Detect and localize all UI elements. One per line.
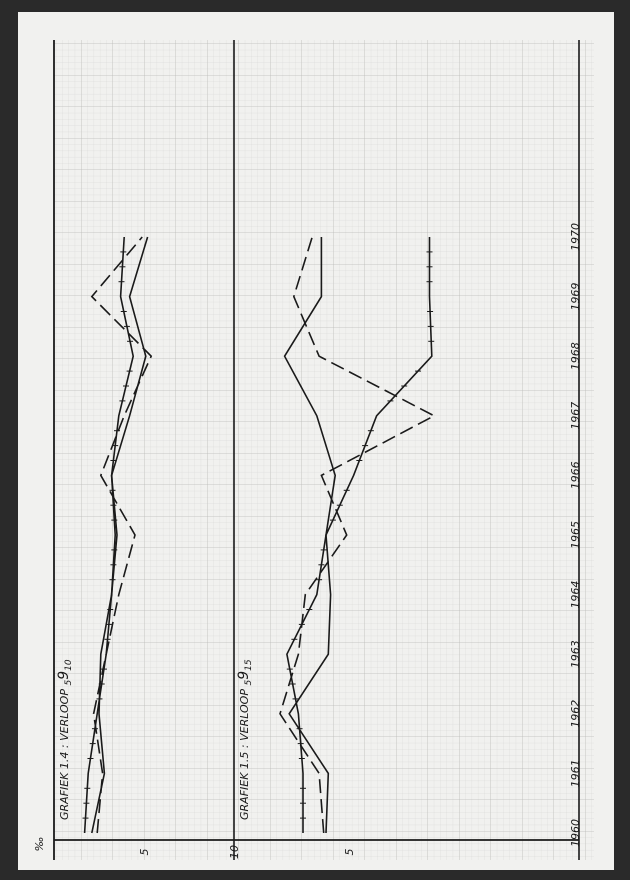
graph-paper-sheet: 5 10 ‰ GRAFIEK 1.4 : VERLOOP 5910 1960 1961 19…	[18, 12, 614, 870]
chart-2-x-tick-1961: 1961	[569, 759, 582, 787]
chart-2-x-tick-1968: 1968	[569, 342, 582, 370]
chart-2-title-symbol: 5	[244, 680, 254, 686]
chart-1-title-subscript: 9	[56, 671, 72, 680]
chart-2-x-tick-1966: 1966	[569, 461, 582, 489]
chart-2-x-tick-1963: 1963	[569, 640, 582, 668]
chart-1-y-tick-5: 5	[138, 849, 151, 856]
chart-2-title-text: GRAFIEK 1.5 : VERLOOP	[238, 686, 251, 820]
chart-1-title: GRAFIEK 1.4 : VERLOOP 5910	[56, 659, 74, 820]
chart-1-series-solid-line	[91, 236, 149, 834]
chart-2-title-subscript: 9	[236, 671, 252, 680]
chart-1-series-crossed-line	[83, 236, 135, 834]
grid-area	[54, 40, 594, 860]
chart-2-y-tick-5: 5	[343, 849, 356, 856]
chart-2-series-dashed-line	[279, 236, 436, 834]
chart-2-title: GRAFIEK 1.5 : VERLOOP 5915	[236, 659, 254, 820]
chart-2-x-tick-1962: 1962	[569, 700, 582, 728]
chart-2-x-tick-1965: 1965	[569, 521, 582, 549]
chart-canvas: 5 10‰GRAFIEK 1.4 : VERLOOP 59101960196119…	[33, 40, 594, 860]
chart-1-title-suffix: 10	[64, 659, 74, 671]
chart-2-x-tick-1960: 1960	[569, 819, 582, 847]
chart-1-series-dashed-line	[90, 236, 153, 834]
chart-2-x-tick-1970: 1970	[569, 223, 582, 251]
chart-2-x-tick-1967: 1967	[569, 402, 582, 430]
chart-1-title-symbol: 5	[64, 680, 74, 686]
chart-2-x-tick-1969: 1969	[569, 283, 582, 311]
chart-1-y-tick-10: 10	[228, 845, 241, 859]
chart-1-unit-label: ‰	[33, 837, 46, 852]
chart-2-x-tick-1964: 1964	[569, 581, 582, 609]
chart-2-title-suffix: 15	[244, 659, 254, 671]
chart-2-series-crossed-line	[286, 237, 433, 833]
chart-1-title-text: GRAFIEK 1.4 : VERLOOP	[58, 686, 71, 820]
